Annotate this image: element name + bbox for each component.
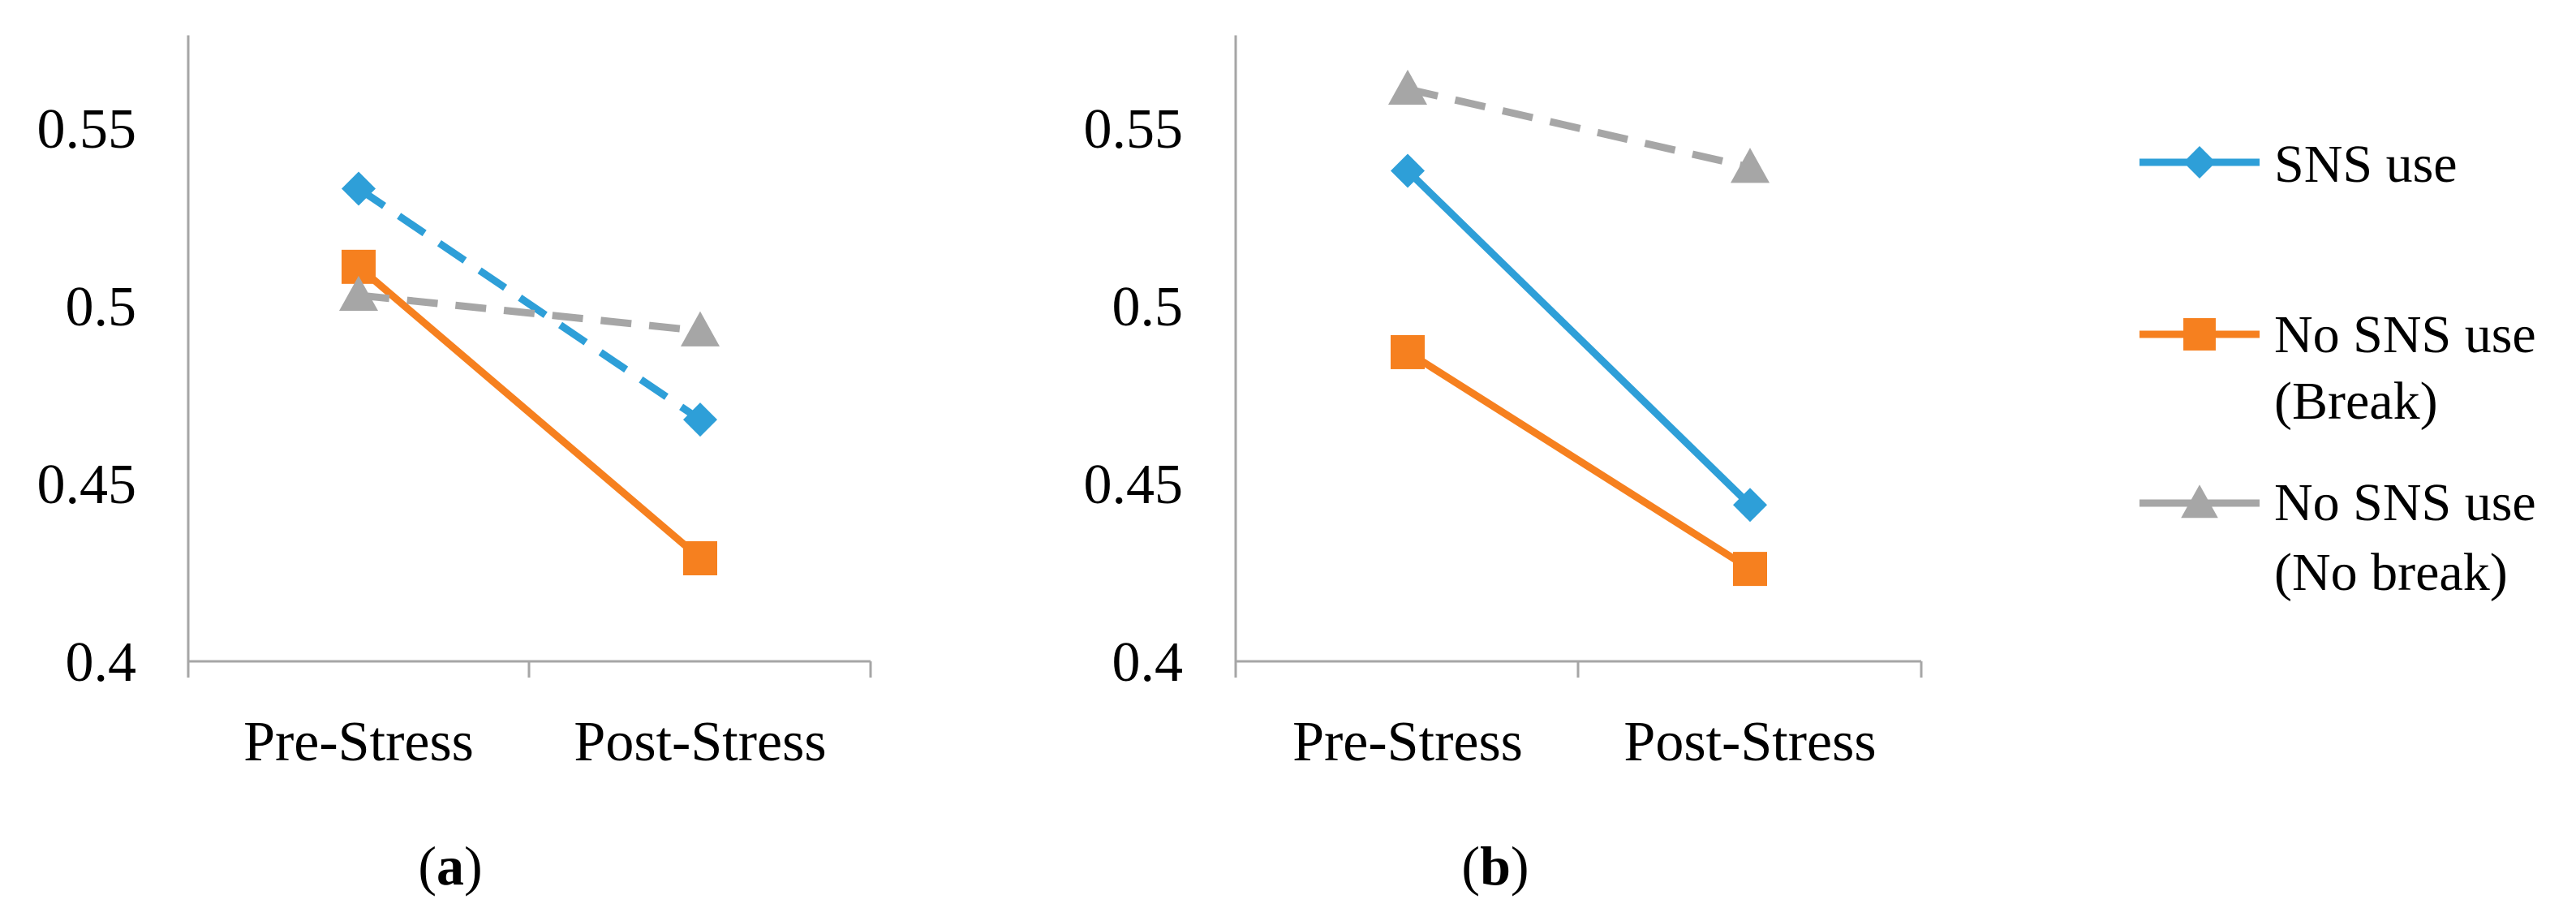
y-tick-label: 0.5 [66,276,137,338]
x-tick-label: Post-Stress [574,711,826,773]
data-point [1731,148,1770,183]
legend-marker [2183,146,2216,179]
y-tick-label: 0.5 [1112,276,1184,338]
data-point [1733,488,1767,523]
legend-item: No SNS use (No break) [2139,473,2536,602]
legend-label: No SNS use [2274,473,2536,532]
data-point [1388,69,1427,105]
y-tick-label: 0.45 [37,454,137,516]
legend-item: SNS use [2139,135,2458,194]
data-point [1391,153,1425,188]
data-point [683,402,717,437]
y-tick-label: 0.55 [37,98,137,161]
series-line [1404,168,1753,508]
series-line [356,264,703,562]
series-line [358,291,701,335]
series-line [356,185,703,423]
legend-label: SNS use [2274,135,2458,194]
panel-label-b: (b) [1461,835,1529,897]
y-tick-label: 0.55 [1084,98,1184,161]
legend-marker [2183,318,2216,351]
legend-label: No SNS use [2274,305,2536,364]
legend-item: No SNS use (Break) [2139,305,2536,431]
series-line [1405,349,1752,572]
y-tick-label: 0.4 [66,631,137,694]
legend-marker [2181,484,2218,519]
panel-label-a: (a) [418,835,482,897]
legend-label: (No break) [2274,543,2508,602]
legend-label: (Break) [2274,372,2438,431]
x-tick-label: Post-Stress [1623,711,1876,773]
legend: SNS use No SNS use (Break) No SNS use (No br… [2139,135,2536,602]
data-point [1733,552,1767,587]
data-point [681,311,720,346]
data-point [339,275,378,312]
chart-panel-b: 0.4 0.45 0.5 0.55 Pre-Stress Post-Stress [1084,35,1923,773]
y-tick-label: 0.4 [1112,631,1184,694]
x-tick-label: Pre-Stress [1292,711,1523,773]
data-point [1391,334,1425,369]
data-point [342,171,376,206]
x-tick-label: Pre-Stress [243,711,474,773]
chart-panel-a: 0.4 0.45 0.5 0.55 Pre-Stress Post-Stress [37,35,872,773]
y-tick-label: 0.45 [1084,454,1184,516]
series-line [1406,85,1752,171]
data-point [683,540,717,575]
